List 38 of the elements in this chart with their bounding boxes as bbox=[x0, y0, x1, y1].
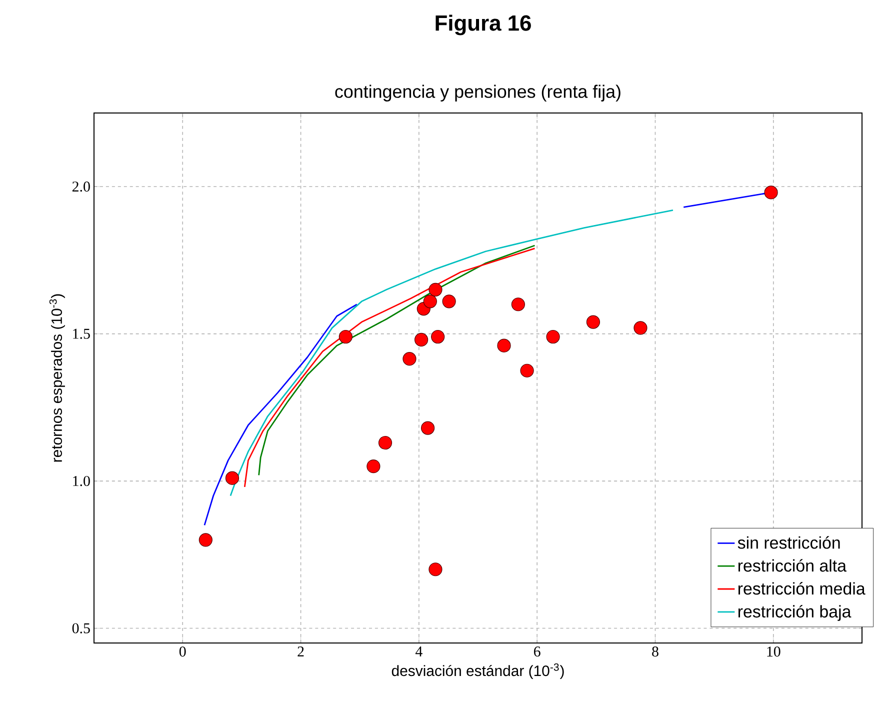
point bbox=[520, 364, 534, 378]
x-tick-label: 10 bbox=[767, 646, 780, 657]
legend-label: restricción media bbox=[738, 582, 866, 595]
legend-label: restricción alta bbox=[738, 559, 847, 572]
point bbox=[378, 436, 392, 450]
point bbox=[431, 330, 445, 344]
x-tick-label: 2 bbox=[298, 646, 304, 656]
point bbox=[420, 421, 435, 435]
legend-label: sin restricción bbox=[738, 536, 840, 549]
x-tick-label: 0 bbox=[179, 646, 186, 657]
point bbox=[511, 298, 525, 312]
point bbox=[764, 186, 778, 200]
y-tick-label: 0.5 bbox=[72, 623, 90, 634]
point bbox=[634, 321, 648, 335]
x-axis-title: desviación estándar (10$^{-3}$) bbox=[392, 663, 564, 680]
point bbox=[366, 460, 380, 474]
y-tick-label: 1.5 bbox=[73, 328, 90, 339]
point bbox=[546, 330, 560, 344]
point bbox=[338, 330, 352, 344]
point bbox=[428, 282, 442, 296]
point bbox=[225, 471, 240, 485]
x-tick-label: 4 bbox=[415, 646, 422, 656]
x-tick-label: 6 bbox=[534, 646, 540, 657]
point bbox=[586, 315, 600, 329]
point bbox=[428, 562, 442, 576]
y-tick-label: 1.0 bbox=[73, 476, 90, 486]
x-tick-label: 8 bbox=[652, 646, 658, 657]
y-tick-label: 2.0 bbox=[72, 182, 90, 192]
point bbox=[402, 352, 416, 366]
point bbox=[497, 338, 511, 352]
point bbox=[442, 294, 456, 308]
chart-title: Figura 16 bbox=[436, 14, 531, 36]
chart-subtitle: contingencia y pensiones (renta fija) bbox=[335, 84, 620, 102]
point bbox=[198, 533, 212, 547]
point bbox=[423, 294, 437, 308]
legend-label: restricción baja bbox=[738, 604, 852, 621]
y-axis-title: retornos esperados (10$^{-3}$) bbox=[49, 294, 65, 462]
point bbox=[414, 332, 428, 347]
